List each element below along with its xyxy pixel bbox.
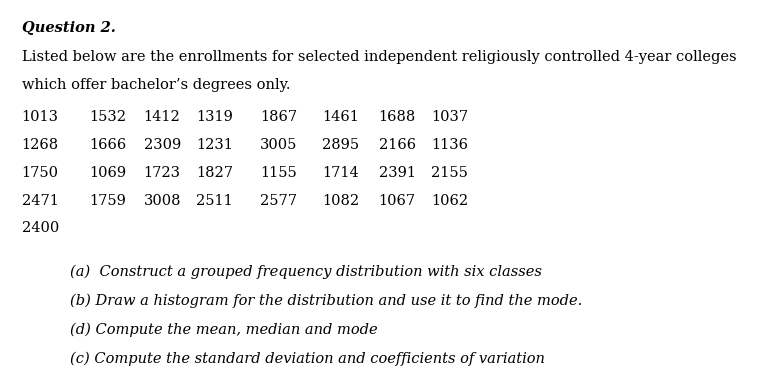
Text: 1750: 1750 (22, 166, 59, 180)
Text: 3005: 3005 (260, 138, 297, 152)
Text: (b) Draw a histogram for the distribution and use it to find the mode.: (b) Draw a histogram for the distributio… (70, 293, 582, 308)
Text: 1532: 1532 (89, 110, 126, 124)
Text: 2577: 2577 (260, 194, 297, 208)
Text: 2391: 2391 (379, 166, 416, 180)
Text: which offer bachelor’s degrees only.: which offer bachelor’s degrees only. (22, 78, 290, 92)
Text: 1268: 1268 (22, 138, 59, 152)
Text: 1069: 1069 (89, 166, 126, 180)
Text: 1319: 1319 (196, 110, 234, 124)
Text: 1827: 1827 (196, 166, 234, 180)
Text: Listed below are the enrollments for selected independent religiously controlled: Listed below are the enrollments for sel… (22, 50, 736, 64)
Text: 1867: 1867 (260, 110, 297, 124)
Text: 1136: 1136 (431, 138, 469, 152)
Text: 1155: 1155 (260, 166, 296, 180)
Text: 1062: 1062 (431, 194, 469, 208)
Text: 1082: 1082 (322, 194, 359, 208)
Text: (c) Compute the standard deviation and coefficients of variation: (c) Compute the standard deviation and c… (70, 351, 545, 365)
Text: 1688: 1688 (379, 110, 416, 124)
Text: 1067: 1067 (379, 194, 416, 208)
Text: (d) Compute the mean, median and mode: (d) Compute the mean, median and mode (70, 322, 377, 336)
Text: 1759: 1759 (89, 194, 126, 208)
Text: 2895: 2895 (322, 138, 359, 152)
Text: 1037: 1037 (431, 110, 469, 124)
Text: 2155: 2155 (431, 166, 469, 180)
Text: 2309: 2309 (144, 138, 181, 152)
Text: 1013: 1013 (22, 110, 59, 124)
Text: 1714: 1714 (322, 166, 359, 180)
Text: Question 2.: Question 2. (22, 21, 116, 35)
Text: 1461: 1461 (322, 110, 359, 124)
Text: 1723: 1723 (144, 166, 181, 180)
Text: 3008: 3008 (144, 194, 181, 208)
Text: 2166: 2166 (379, 138, 416, 152)
Text: (a)  Construct a grouped frequency distribution with six classes: (a) Construct a grouped frequency distri… (70, 264, 542, 279)
Text: 2511: 2511 (196, 194, 233, 208)
Text: 2471: 2471 (22, 194, 59, 208)
Text: 1412: 1412 (144, 110, 180, 124)
Text: 1666: 1666 (89, 138, 126, 152)
Text: 2400: 2400 (22, 221, 59, 235)
Text: 1231: 1231 (196, 138, 234, 152)
